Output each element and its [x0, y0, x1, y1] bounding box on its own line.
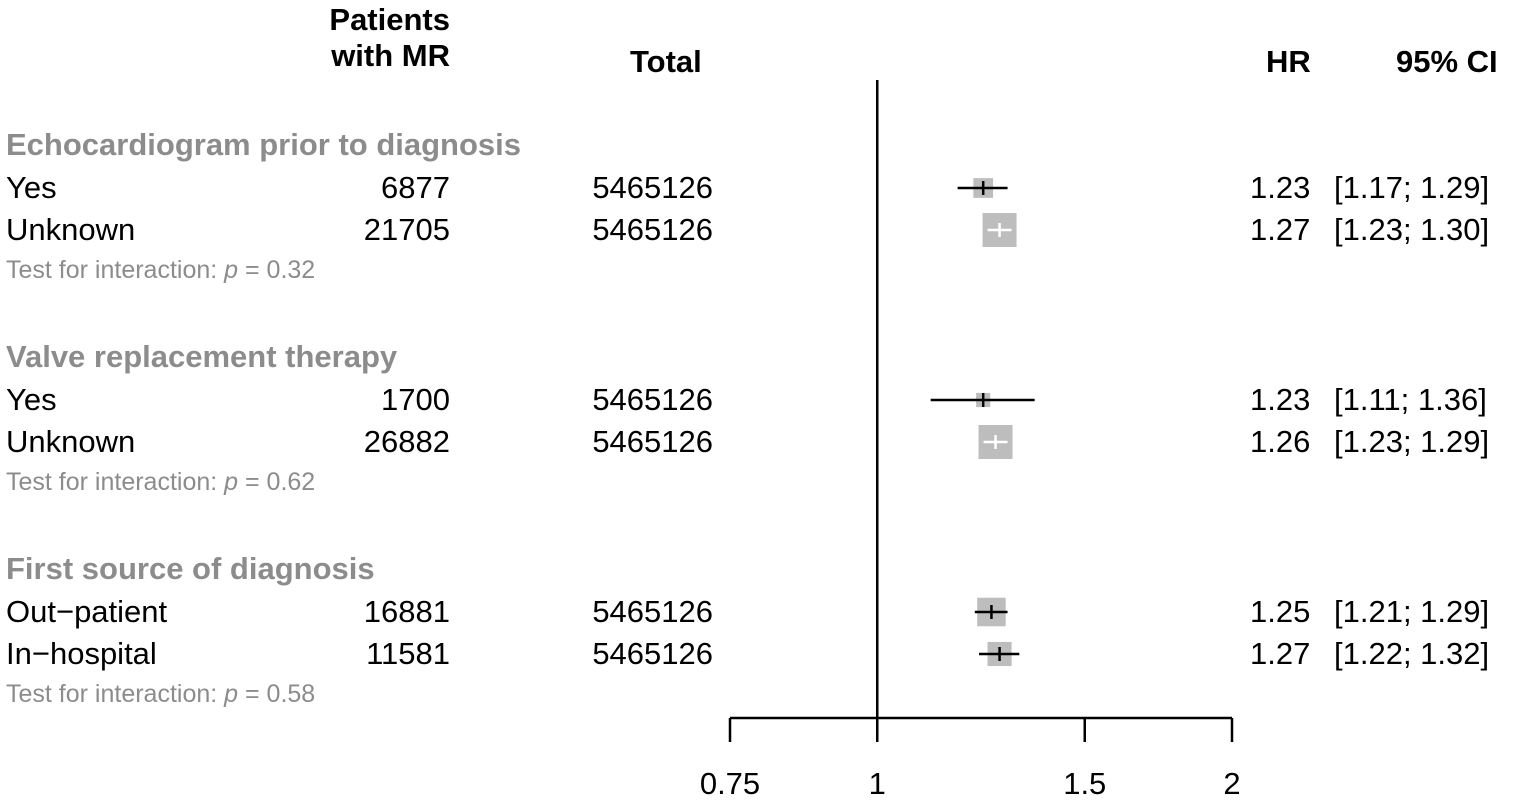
row-ci: [1.17; 1.29]: [1334, 170, 1490, 205]
row-total: 5465126: [592, 212, 713, 247]
x-tick-label: 2: [1223, 766, 1240, 800]
x-tick-label: 1: [869, 766, 886, 800]
interaction-p: p: [224, 256, 239, 284]
x-tick-label: 0.75: [700, 766, 760, 800]
row-patients: 6877: [381, 170, 450, 205]
row-label: Yes: [6, 382, 57, 417]
group-title-valve: Valve replacement therapy: [6, 339, 398, 374]
header-patients-line2: with MR: [331, 38, 450, 73]
header-ci: 95% CI: [1396, 44, 1498, 79]
row-total: 5465126: [592, 424, 713, 459]
row-ci: [1.23; 1.30]: [1334, 212, 1490, 247]
row-patients: 1700: [381, 382, 450, 417]
interaction-value: = 0.58: [238, 680, 316, 708]
interaction-test: Test for interaction: p = 0.32: [6, 256, 315, 285]
interaction-prefix: Test for interaction:: [6, 680, 225, 708]
row-ci: [1.11; 1.36]: [1334, 382, 1487, 417]
row-hr: 1.23: [1250, 382, 1311, 417]
row-label: In−hospital: [6, 636, 157, 671]
interaction-prefix: Test for interaction:: [6, 468, 225, 496]
group-title-echocardiogram: Echocardiogram prior to diagnosis: [6, 127, 522, 162]
interaction-prefix: Test for interaction:: [6, 256, 225, 284]
row-label: Yes: [6, 170, 57, 205]
row-hr: 1.27: [1250, 636, 1311, 671]
header-total: Total: [630, 44, 702, 79]
interaction-test: Test for interaction: p = 0.62: [6, 468, 315, 497]
interaction-p: p: [224, 468, 239, 496]
row-hr: 1.27: [1250, 212, 1311, 247]
row-patients: 26882: [363, 424, 450, 459]
interaction-test: Test for interaction: p = 0.58: [6, 680, 315, 709]
group-title-first-source: First source of diagnosis: [6, 551, 375, 586]
row-hr: 1.23: [1250, 170, 1311, 205]
row-patients: 16881: [363, 594, 450, 629]
row-hr: 1.26: [1250, 424, 1311, 459]
row-label: Unknown: [6, 424, 136, 459]
row-total: 5465126: [592, 382, 713, 417]
row-label: Out−patient: [6, 594, 168, 629]
header-patients: Patients with MR: [329, 2, 450, 74]
row-total: 5465126: [592, 594, 713, 629]
row-hr: 1.25: [1250, 594, 1311, 629]
row-patients: 11581: [366, 636, 450, 671]
interaction-p: p: [224, 680, 239, 708]
row-total: 5465126: [592, 636, 713, 671]
header-patients-line1: Patients: [329, 2, 450, 37]
interaction-value: = 0.32: [238, 256, 316, 284]
row-ci: [1.23; 1.29]: [1334, 424, 1490, 459]
row-patients: 21705: [363, 212, 450, 247]
interaction-value: = 0.62: [238, 468, 316, 496]
row-label: Unknown: [6, 212, 136, 247]
row-ci: [1.22; 1.32]: [1334, 636, 1490, 671]
row-total: 5465126: [592, 170, 713, 205]
header-hr: HR: [1266, 44, 1311, 79]
row-ci: [1.21; 1.29]: [1334, 594, 1490, 629]
x-tick-label: 1.5: [1063, 766, 1106, 800]
